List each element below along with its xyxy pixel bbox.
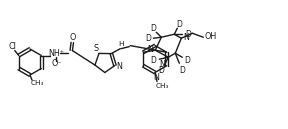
Text: D: D	[150, 24, 156, 33]
Text: N: N	[159, 60, 165, 69]
Text: D: D	[145, 34, 151, 43]
Text: D: D	[150, 56, 156, 65]
Text: D: D	[159, 66, 164, 75]
Text: S: S	[93, 44, 98, 53]
Text: NH⁺: NH⁺	[48, 49, 64, 58]
Text: N: N	[183, 33, 189, 42]
Text: CH₃: CH₃	[155, 83, 169, 90]
Text: Cl: Cl	[9, 42, 17, 51]
Text: D: D	[185, 30, 191, 39]
Text: N: N	[153, 73, 159, 82]
Text: H: H	[119, 41, 124, 47]
Text: OH: OH	[204, 32, 217, 41]
Text: D: D	[177, 20, 182, 29]
Text: O⁻: O⁻	[52, 59, 62, 68]
Text: CH₃: CH₃	[30, 80, 44, 86]
Text: O: O	[69, 33, 75, 42]
Text: N: N	[147, 45, 153, 54]
Text: N: N	[116, 62, 122, 71]
Text: D: D	[184, 56, 190, 64]
Text: D: D	[179, 66, 185, 75]
